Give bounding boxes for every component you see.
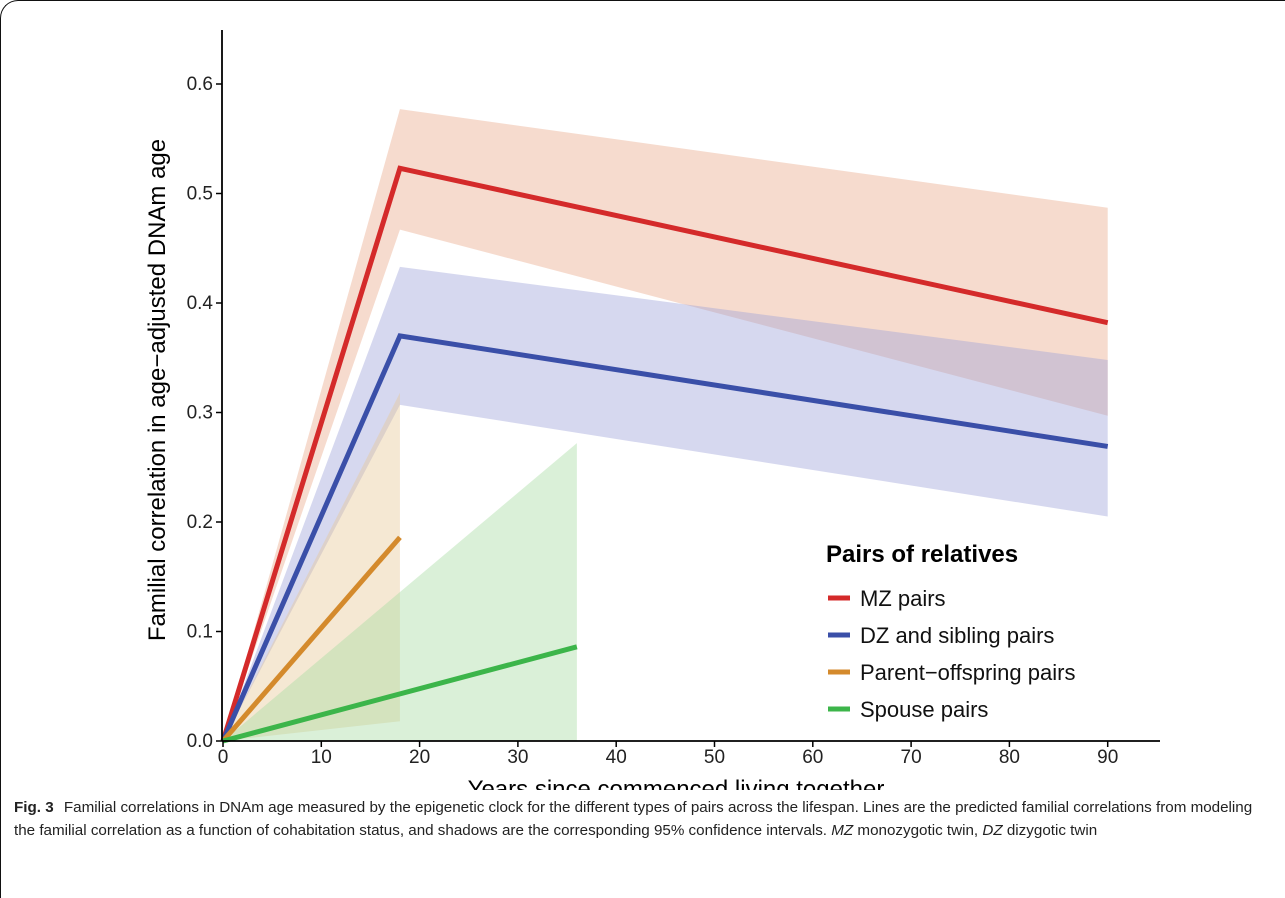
mz-pairs-line: [220, 165, 1109, 742]
x-tick-label: 30: [507, 747, 528, 768]
y-tick-label: 0.2: [187, 512, 213, 533]
parent-offspring-pairs-ci-band: [223, 392, 400, 741]
figure-caption: Fig. 3 Familial correlations in DNAm age…: [14, 796, 1254, 842]
caption-text: Familial correlations in DNAm age measur…: [14, 799, 1253, 839]
caption-figure-label: Fig. 3: [14, 799, 54, 816]
legend-title: Pairs of relatives: [826, 541, 1018, 568]
x-tick-label: 10: [311, 747, 332, 768]
x-tick-label: 50: [704, 747, 725, 768]
x-tick-label: 40: [606, 747, 627, 768]
x-axis-title: Years since commenced living together: [468, 776, 885, 790]
parent-offspring-pairs-line: [221, 535, 402, 743]
legend: Pairs of relatives MZ pairs DZ and siblin…: [826, 541, 1075, 722]
confidence-bands: [223, 109, 1108, 741]
spouse-pairs-ci-band: [223, 443, 577, 741]
axes: 0 10 20 30 40 50 60 70 80 90 0.0 0.1 0.2 0.3 0.4 0.5 0.6: [187, 30, 1160, 768]
x-tick-label: 90: [1097, 747, 1118, 768]
caption-def-dz: dizygotic twin: [1006, 822, 1098, 839]
dz-and-sibling-pairs-line: [220, 333, 1109, 743]
parent-offspring-pairs-legend-label: Parent−offspring pairs: [860, 660, 1075, 685]
y-tick-label: 0.6: [187, 74, 213, 95]
y-axis-title: Familial correlation in age−adjusted DNA…: [144, 139, 171, 641]
mz-pairs-legend-label: MZ pairs: [860, 586, 946, 611]
y-tick-label: 0.0: [187, 731, 213, 752]
x-tick-label: 60: [802, 747, 823, 768]
spouse-pairs-legend-label: Spouse pairs: [860, 697, 988, 722]
spouse-pairs-line: [222, 644, 578, 744]
y-tick-label: 0.1: [187, 622, 213, 643]
y-tick-label: 0.4: [187, 293, 214, 314]
x-tick-label: 70: [901, 747, 922, 768]
dz-and-sibling-pairs-ci-band: [223, 266, 1108, 741]
caption-def-mz: monozygotic twin,: [857, 822, 979, 839]
caption-abbr-dz: DZ: [982, 822, 1003, 839]
line-chart: 0 10 20 30 40 50 60 70 80 90 0.0 0.1 0.2 0.3 0.4 0.5 0.6…: [144, 30, 1160, 790]
series-lines: [220, 165, 1109, 744]
x-tick-label: 20: [409, 747, 430, 768]
y-tick-label: 0.3: [187, 403, 213, 424]
dz-and-sibling-pairs-legend-label: DZ and sibling pairs: [860, 623, 1054, 648]
x-tick-label: 0: [218, 747, 229, 768]
caption-abbr-mz: MZ: [831, 822, 854, 839]
mz-pairs-ci-band: [223, 109, 1108, 741]
y-tick-label: 0.5: [187, 184, 213, 205]
x-tick-label: 80: [999, 747, 1020, 768]
